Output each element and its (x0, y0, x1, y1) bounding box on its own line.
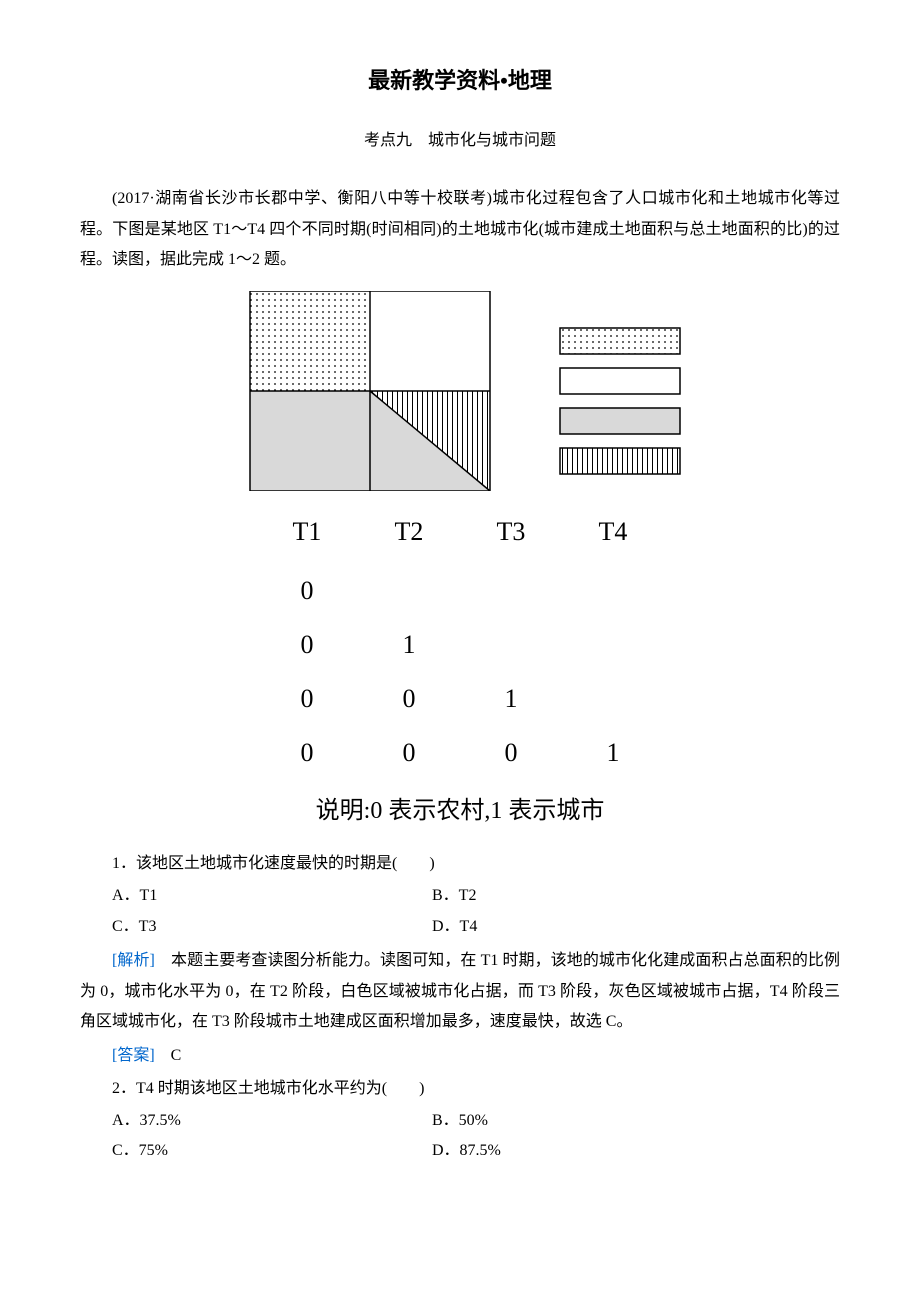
explain-text: 本题主要考查读图分析能力。读图可知，在 T1 时期，该地的城市化化建成面积占总面… (80, 952, 840, 1030)
q2-options-row2: C．75% D．87.5% (112, 1136, 840, 1166)
matrix-cell: 0 (256, 563, 358, 617)
matrix-label: T3 (460, 499, 562, 563)
matrix-cell: 0 (358, 725, 460, 779)
matrix-cell: 1 (460, 671, 562, 725)
q1-opt-b: B．T2 (432, 881, 840, 911)
matrix-cell (562, 563, 664, 617)
q2-opt-c: C．75% (112, 1136, 432, 1166)
q1-options-row2: C．T3 D．T4 (112, 912, 840, 942)
matrix-label: T1 (256, 499, 358, 563)
matrix-label: T4 (562, 499, 664, 563)
q2-options-row1: A．37.5% B．50% (112, 1106, 840, 1136)
matrix-cell (460, 563, 562, 617)
q2-opt-b: B．50% (432, 1106, 840, 1136)
figure-container (80, 291, 840, 491)
explain-label: [解析] (112, 952, 155, 969)
matrix-cell: 0 (256, 671, 358, 725)
q1-opt-a: A．T1 (112, 881, 432, 911)
q1-options-row1: A．T1 B．T2 (112, 881, 840, 911)
matrix-cell: 0 (256, 725, 358, 779)
matrix-label: T2 (358, 499, 460, 563)
answer-text: C (155, 1047, 182, 1064)
figure-caption: 说明:0 表示农村,1 表示城市 (80, 789, 840, 835)
matrix-table: T1T2T3T40010010001 (256, 499, 664, 779)
q2-opt-a: A．37.5% (112, 1106, 432, 1136)
answer-label: [答案] (112, 1047, 155, 1064)
q1-opt-d: D．T4 (432, 912, 840, 942)
q1-stem: 1．该地区土地城市化速度最快的时期是( ) (80, 849, 840, 879)
doc-subtitle: 考点九 城市化与城市问题 (80, 126, 840, 156)
matrix-cell: 1 (358, 617, 460, 671)
matrix-cell: 0 (256, 617, 358, 671)
matrix-cell (358, 563, 460, 617)
urbanization-figure (230, 291, 690, 491)
q1-explain: [解析] 本题主要考查读图分析能力。读图可知，在 T1 时期，该地的城市化化建成… (80, 946, 840, 1037)
q2-stem: 2．T4 时期该地区土地城市化水平约为( ) (80, 1074, 840, 1104)
q2-opt-d: D．87.5% (432, 1136, 840, 1166)
matrix-cell: 1 (562, 725, 664, 779)
q1-answer: [答案] C (80, 1041, 840, 1071)
matrix-cell (460, 617, 562, 671)
matrix-cell: 0 (358, 671, 460, 725)
doc-title: 最新教学资料•地理 (80, 60, 840, 102)
intro-paragraph: (2017·湖南省长沙市长郡中学、衡阳八中等十校联考)城市化过程包含了人口城市化… (80, 184, 840, 275)
matrix-cell (562, 617, 664, 671)
matrix-cell (562, 671, 664, 725)
matrix-container: T1T2T3T40010010001 (80, 499, 840, 779)
matrix-cell: 0 (460, 725, 562, 779)
q1-opt-c: C．T3 (112, 912, 432, 942)
